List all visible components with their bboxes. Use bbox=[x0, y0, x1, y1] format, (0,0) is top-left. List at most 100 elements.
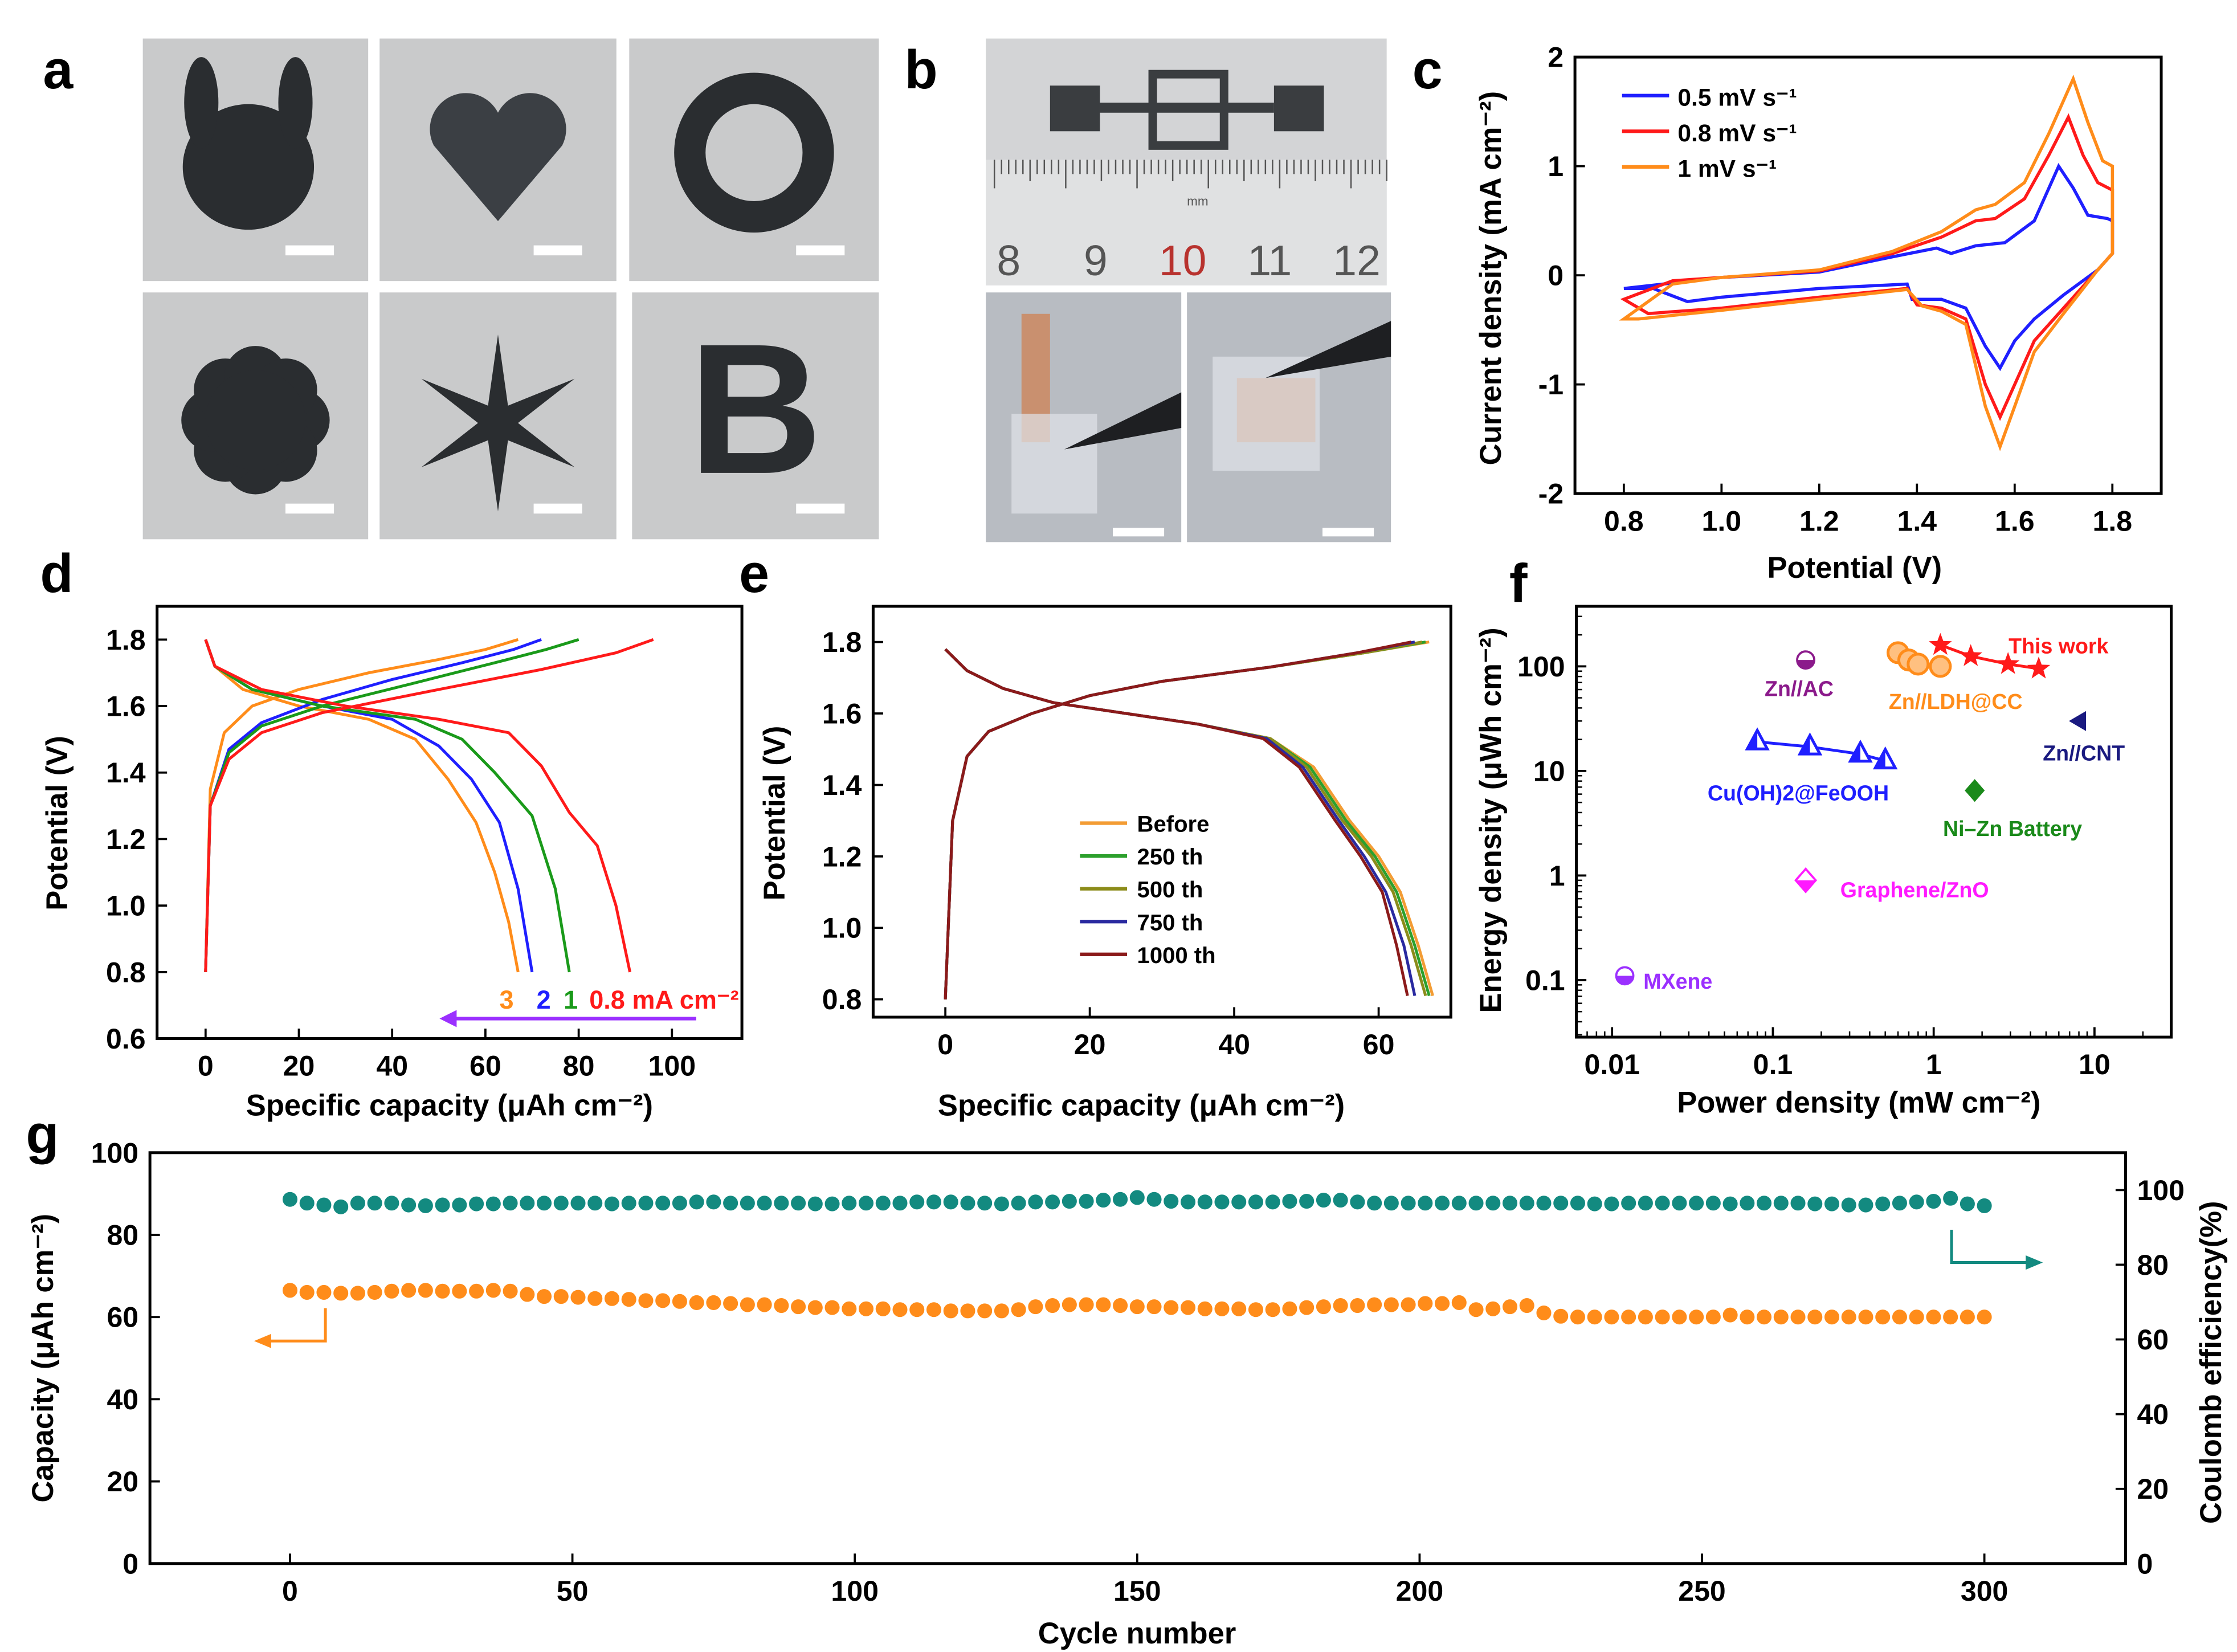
capacity-point bbox=[536, 1288, 553, 1305]
capacity-point bbox=[1654, 1308, 1671, 1325]
ruler-label: 8 bbox=[997, 236, 1020, 284]
capacity-point bbox=[1722, 1307, 1739, 1324]
transparent-film bbox=[1213, 356, 1320, 471]
y2-tick-label: 20 bbox=[2137, 1473, 2169, 1505]
x-tick-label: 1.8 bbox=[2092, 505, 2132, 537]
efficiency-point bbox=[891, 1194, 909, 1212]
efficiency-point bbox=[417, 1197, 434, 1214]
y2-tick-label: 80 bbox=[2137, 1249, 2169, 1281]
photo-flower bbox=[142, 292, 369, 540]
capacity-point bbox=[569, 1289, 587, 1306]
capacity-point bbox=[1197, 1300, 1214, 1317]
photo-letter-B: B bbox=[632, 292, 879, 540]
efficiency-point bbox=[1332, 1192, 1349, 1209]
scale-bar bbox=[285, 503, 334, 514]
efficiency-point bbox=[807, 1196, 824, 1213]
capacity-point bbox=[891, 1301, 909, 1318]
x-tick-label: 200 bbox=[1396, 1575, 1444, 1607]
efficiency-point bbox=[1773, 1194, 1790, 1212]
capacity-point bbox=[281, 1282, 299, 1299]
y2-tick-label: 0 bbox=[2137, 1548, 2153, 1580]
capacity-point bbox=[1959, 1308, 1976, 1325]
y-tick-label: 1.0 bbox=[822, 912, 862, 944]
efficiency-point bbox=[1264, 1193, 1281, 1210]
photo-background bbox=[632, 292, 879, 540]
y-tick-label: 1.8 bbox=[822, 626, 862, 658]
capacity-axis-arrow bbox=[268, 1308, 327, 1343]
triangle-fill bbox=[1850, 743, 1860, 761]
capacity-point bbox=[485, 1282, 502, 1299]
capacity-point bbox=[671, 1293, 688, 1310]
scale-bar bbox=[533, 503, 582, 514]
efficiency-point bbox=[908, 1193, 925, 1210]
efficiency-point bbox=[1417, 1194, 1434, 1212]
rabbit-ear bbox=[278, 57, 313, 149]
efficiency-point bbox=[925, 1193, 942, 1210]
half-diamond-fill bbox=[1795, 880, 1816, 892]
capacity-point bbox=[1603, 1308, 1620, 1325]
scale-bar bbox=[796, 245, 845, 256]
efficiency-point bbox=[553, 1194, 570, 1212]
capacity-point bbox=[1688, 1308, 1705, 1325]
x-tick-label: 0.01 bbox=[1585, 1049, 1640, 1080]
efficiency-point bbox=[875, 1194, 892, 1212]
efficiency-point bbox=[1247, 1193, 1264, 1210]
y-tick-label: 60 bbox=[107, 1302, 138, 1333]
capacity-point bbox=[586, 1290, 603, 1307]
x-tick-label: 300 bbox=[1961, 1575, 2009, 1607]
panel-letter-f: f bbox=[1509, 553, 1528, 614]
arrow-head bbox=[2026, 1255, 2043, 1270]
capacity-point bbox=[315, 1284, 332, 1301]
capacity-point bbox=[1823, 1308, 1840, 1325]
charge-curve bbox=[204, 638, 519, 972]
capacity-point bbox=[858, 1300, 875, 1317]
chart-c: 0.8 1.0 1.2 1.4 1.6 1.8 -2 -1 0 1 2 Potential (V) Cu… bbox=[1474, 42, 2163, 585]
electrode-pad bbox=[1050, 85, 1100, 132]
efficiency-point bbox=[1925, 1193, 1942, 1210]
capacity-point bbox=[1535, 1304, 1553, 1321]
chart-f: 0.01 0.1 1 10 0.1 1 10 100 Power density (mW cm⁻… bbox=[1474, 605, 2173, 1120]
capacity-point bbox=[1366, 1296, 1383, 1314]
y-axis-label: Capacity (μAh cm⁻²) bbox=[26, 1214, 60, 1503]
ruler-label: 11 bbox=[1247, 236, 1292, 284]
capacity-point bbox=[739, 1296, 756, 1314]
capacity-point bbox=[1620, 1308, 1637, 1325]
y-tick-label: -2 bbox=[1538, 478, 1564, 510]
rabbit-ear bbox=[184, 57, 219, 149]
efficiency-point bbox=[1179, 1193, 1197, 1210]
y-tick-label: 1.4 bbox=[822, 769, 862, 801]
discharge-curve bbox=[204, 639, 571, 973]
x-tick-label: 0 bbox=[282, 1575, 298, 1607]
y-axis-label: Current density (mA cm⁻²) bbox=[1474, 91, 1508, 466]
diamond-marker bbox=[1965, 779, 1985, 802]
capacity-point bbox=[349, 1284, 366, 1302]
discharge-curve bbox=[204, 639, 632, 973]
efficiency-point bbox=[1823, 1196, 1840, 1213]
x-tick-label: 20 bbox=[283, 1050, 315, 1082]
series-label: Graphene/ZnO bbox=[1840, 878, 1989, 902]
y-tick-label: 1 bbox=[1549, 860, 1565, 892]
y2-axis-label: Coulomb efficiency(%) bbox=[2194, 1201, 2228, 1524]
y2-tick-label: 100 bbox=[2137, 1174, 2185, 1206]
capacity-point bbox=[959, 1302, 976, 1319]
x-tick-label: 40 bbox=[376, 1050, 408, 1082]
capacity-point bbox=[1315, 1298, 1332, 1315]
capacity-point bbox=[1146, 1298, 1163, 1315]
capacity-point bbox=[366, 1284, 383, 1301]
efficiency-point bbox=[756, 1194, 773, 1212]
efficiency-point bbox=[1891, 1194, 1908, 1212]
efficiency-point bbox=[299, 1194, 316, 1212]
efficiency-point bbox=[1400, 1194, 1417, 1212]
plot-frame bbox=[148, 1151, 2127, 1565]
y-tick-label: 100 bbox=[1517, 651, 1565, 683]
photo-rabbit bbox=[142, 38, 369, 282]
y-tick-label: 1.6 bbox=[106, 691, 146, 723]
capacity-point bbox=[1840, 1308, 1858, 1325]
rate-label: 1 bbox=[564, 985, 578, 1014]
efficiency-point bbox=[434, 1197, 451, 1214]
capacity-point bbox=[468, 1283, 485, 1300]
chart-d: 0 20 40 60 80 100 0.6 0.8 1.0 1.2 1.4 1.6 1.8 Specifi… bbox=[40, 605, 744, 1123]
x-tick-label: 0 bbox=[937, 1029, 953, 1060]
efficiency-point bbox=[332, 1198, 349, 1215]
